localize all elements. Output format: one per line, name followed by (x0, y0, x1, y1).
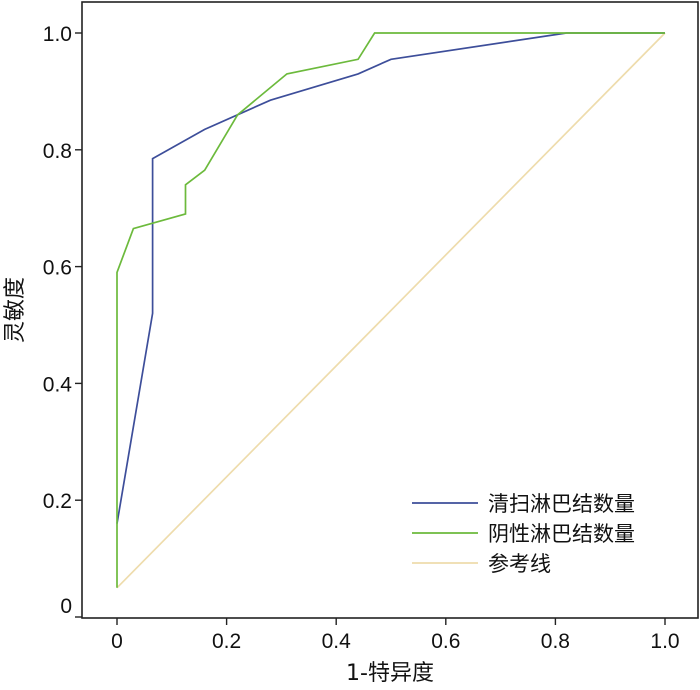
x-tick-label: 0.8 (541, 630, 570, 653)
x-tick-label: 0 (111, 630, 123, 653)
x-tick-label: 1.0 (650, 630, 679, 653)
legend-label-2: 参考线 (488, 552, 551, 576)
series-line-1 (116, 32, 665, 588)
y-tick-label: 0 (60, 595, 72, 618)
x-axis-label: 1-特异度 (346, 661, 434, 686)
y-axis: 0 0.2 0.4 0.6 0.8 1.0 (43, 23, 82, 618)
y-axis-label: 灵敏度 (3, 277, 28, 343)
x-tick-label: 0.6 (431, 630, 460, 653)
plot-frame (81, 1, 699, 619)
series-line-2 (116, 32, 666, 589)
x-axis: 0 0.2 0.4 0.6 0.8 1.0 (111, 618, 680, 653)
series-line-0 (116, 32, 665, 524)
y-tick-label: 0.8 (43, 140, 72, 163)
y-tick-label: 0.4 (43, 373, 73, 396)
x-tick-label: 0.4 (322, 630, 352, 653)
y-tick-label: 0.2 (43, 490, 72, 513)
legend-label-0: 清扫淋巴结数量 (488, 492, 635, 516)
y-tick-label: 0.6 (43, 257, 72, 280)
y-tick-label: 1.0 (43, 23, 72, 46)
legend-label-1: 阴性淋巴结数量 (488, 522, 635, 546)
series-lines (116, 32, 666, 589)
x-tick-label: 0.2 (212, 630, 241, 653)
